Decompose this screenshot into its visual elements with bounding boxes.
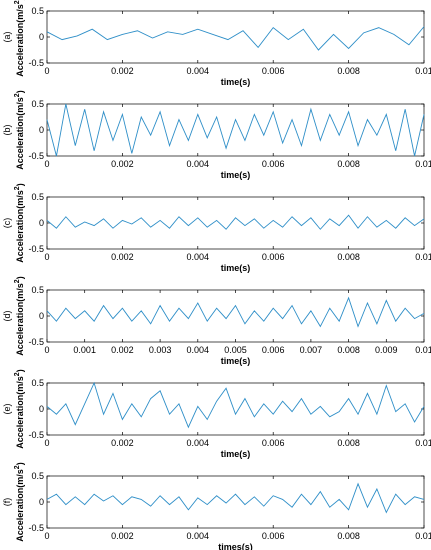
x-tick-label: 0.01 — [415, 159, 431, 169]
panel-label: (c) — [2, 218, 12, 229]
y-tick-label: 0 — [39, 32, 44, 42]
x-tick-label: 0.006 — [262, 531, 285, 541]
x-tick-label: 0 — [44, 531, 49, 541]
y-axis-label: Acceleration(m/s2) — [14, 369, 25, 448]
x-tick-label: 0 — [44, 438, 49, 448]
x-tick-label: 0.008 — [337, 252, 360, 262]
x-tick-label: 0.008 — [337, 66, 360, 76]
y-tick-label: 0 — [39, 404, 44, 414]
x-tick-label: 0 — [44, 159, 49, 169]
panel-label: (b) — [2, 124, 12, 135]
y-tick-label: 0 — [39, 311, 44, 321]
panel-label: (f) — [2, 498, 12, 507]
x-axis-label: time(s) — [221, 263, 251, 273]
y-axis-label: Acceleration(m/s2) — [14, 276, 25, 355]
x-tick-label: 0.004 — [187, 66, 210, 76]
panel-2: 0.50-0.50 0.002 0.004 0.006 0.008 0.01time(s)… — [2, 90, 431, 180]
y-tick-label: -0.5 — [28, 523, 44, 533]
y-tick-label: 0.5 — [31, 99, 44, 109]
y-axis-label: Acceleration(m/s2) — [14, 462, 25, 541]
x-tick-label: 0.006 — [262, 252, 285, 262]
x-tick-label: 0.008 — [337, 345, 360, 355]
y-tick-label: -0.5 — [28, 244, 44, 254]
y-tick-label: 0.5 — [31, 192, 44, 202]
x-tick-label: 0.008 — [337, 438, 360, 448]
panel-3: 0.50-0.50 0.002 0.004 0.006 0.008 0.01time(s)… — [2, 183, 431, 273]
x-tick-label: 0.009 — [375, 345, 398, 355]
x-tick-label: 0.004 — [187, 531, 210, 541]
panel-label: (e) — [2, 403, 12, 414]
panel-5: 0.50-0.50 0.002 0.004 0.006 0.008 0.01time(s)… — [2, 369, 431, 459]
y-tick-label: 0.5 — [31, 6, 44, 16]
x-axis-label: time(s) — [221, 170, 251, 180]
y-axis-label: Acceleration(m/s2) — [14, 90, 25, 169]
plot-frame — [46, 382, 425, 436]
x-tick-label: 0.002 — [111, 252, 134, 262]
y-tick-label: -0.5 — [28, 151, 44, 161]
y-axis-label: Acceleration(m/s2) — [14, 183, 25, 262]
x-tick-label: 0.007 — [300, 345, 323, 355]
panel-4: 0.50-0.50 0.001 0.002 0.003 0.004 0.005 0.006 0… — [2, 276, 431, 366]
x-tick-label: 0 — [44, 66, 49, 76]
x-tick-label: 0.002 — [111, 66, 134, 76]
plot-frame — [46, 289, 425, 343]
x-tick-label: 0.01 — [415, 438, 431, 448]
series-line — [46, 296, 425, 328]
x-tick-label: 0.004 — [187, 345, 210, 355]
x-axis-label: time(s) — [221, 77, 251, 87]
y-tick-label: 0 — [39, 497, 44, 507]
x-tick-label: 0.002 — [111, 531, 134, 541]
x-tick-label: 0.002 — [111, 438, 134, 448]
y-tick-label: 0 — [39, 218, 44, 228]
x-axis-label: time(s) — [221, 449, 251, 459]
panel-6: 0.50-0.50 0.002 0.004 0.006 0.008 0.01times(s… — [2, 462, 431, 550]
x-tick-label: 0.003 — [149, 345, 172, 355]
y-axis-label: Acceleration(m/s2) — [14, 0, 25, 77]
x-tick-label: 0.008 — [337, 159, 360, 169]
x-tick-label: 0.005 — [224, 345, 247, 355]
x-tick-label: 0.006 — [262, 438, 285, 448]
plot-frame — [46, 475, 425, 529]
x-tick-label: 0.01 — [415, 531, 431, 541]
plot-frame — [46, 196, 425, 250]
x-tick-label: 0.01 — [415, 66, 431, 76]
panel-label: (d) — [2, 310, 12, 321]
x-tick-label: 0.006 — [262, 159, 285, 169]
x-tick-label: 0.001 — [73, 345, 96, 355]
x-tick-label: 0 — [44, 345, 49, 355]
y-tick-label: 0.5 — [31, 378, 44, 388]
x-tick-label: 0.004 — [187, 438, 210, 448]
panel-label: (a) — [2, 31, 12, 42]
x-tick-label: 0.006 — [262, 345, 285, 355]
series-line — [46, 381, 425, 429]
x-tick-label: 0 — [44, 252, 49, 262]
series-line — [46, 26, 425, 51]
x-tick-label: 0.008 — [337, 531, 360, 541]
y-tick-label: 0.5 — [31, 285, 44, 295]
y-tick-label: 0 — [39, 125, 44, 135]
panel-1: 0.50-0.50 0.002 0.004 0.006 0.008 0.01time(s)… — [2, 0, 431, 87]
x-tick-label: 0.004 — [187, 159, 210, 169]
x-tick-label: 0.01 — [415, 345, 431, 355]
y-tick-label: -0.5 — [28, 337, 44, 347]
x-tick-label: 0.01 — [415, 252, 431, 262]
x-tick-label: 0.004 — [187, 252, 210, 262]
y-tick-label: 0.5 — [31, 471, 44, 481]
x-tick-label: 0.006 — [262, 66, 285, 76]
y-tick-label: -0.5 — [28, 430, 44, 440]
series-line — [46, 482, 425, 514]
x-axis-label: time(s) — [221, 356, 251, 366]
x-tick-label: 0.002 — [111, 159, 134, 169]
y-tick-label: -0.5 — [28, 58, 44, 68]
series-line — [46, 214, 425, 230]
x-axis-label: times(s) — [218, 542, 253, 550]
x-tick-label: 0.002 — [111, 345, 134, 355]
series-line — [46, 103, 425, 157]
